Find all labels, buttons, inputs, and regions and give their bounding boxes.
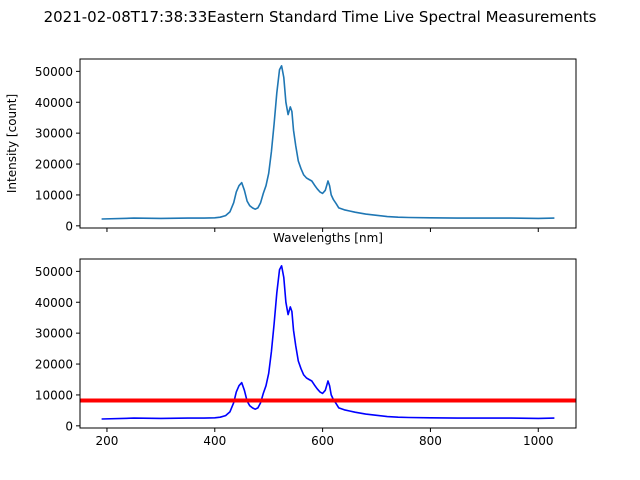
x-axis-label: Wavelengths [nm] bbox=[273, 231, 383, 245]
x-tick-label: 800 bbox=[419, 434, 442, 448]
y-tick-label: 10000 bbox=[35, 188, 73, 202]
y-tick-label: 40000 bbox=[35, 96, 73, 110]
y-tick-label: 0 bbox=[65, 219, 73, 233]
y-axis-label: Intensity [count] bbox=[5, 94, 19, 193]
spectrum-line-0-0 bbox=[101, 65, 555, 220]
top-spectrum-plot: 0 10000 20000 30000 40000 50000 Wavelengths [n… bbox=[5, 58, 577, 245]
x-tick-label: 1000 bbox=[523, 434, 554, 448]
bottom-spectrum-plot: 200 400 600 800 1000010000200003000040000500… bbox=[35, 258, 577, 448]
y-tick-label: 20000 bbox=[35, 358, 73, 372]
axes-frame bbox=[79, 258, 577, 429]
x-tick-label: 600 bbox=[311, 434, 334, 448]
y-tick-label: 10000 bbox=[35, 388, 73, 402]
y-tick-label: 50000 bbox=[35, 65, 73, 79]
figure-title: 2021-02-08T17:38:33Eastern Standard Time… bbox=[44, 8, 597, 26]
y-tick-label: 30000 bbox=[35, 127, 73, 141]
y-tick-label: 40000 bbox=[35, 296, 73, 310]
x-tick-label: 200 bbox=[96, 434, 119, 448]
y-tick-label: 20000 bbox=[35, 158, 73, 172]
spectrum-line-1-0 bbox=[101, 264, 555, 420]
y-tick-label: 50000 bbox=[35, 265, 73, 279]
axes-frame bbox=[79, 58, 577, 229]
y-tick-label: 30000 bbox=[35, 327, 73, 341]
y-tick-label: 0 bbox=[65, 419, 73, 433]
x-tick-label: 400 bbox=[203, 434, 226, 448]
